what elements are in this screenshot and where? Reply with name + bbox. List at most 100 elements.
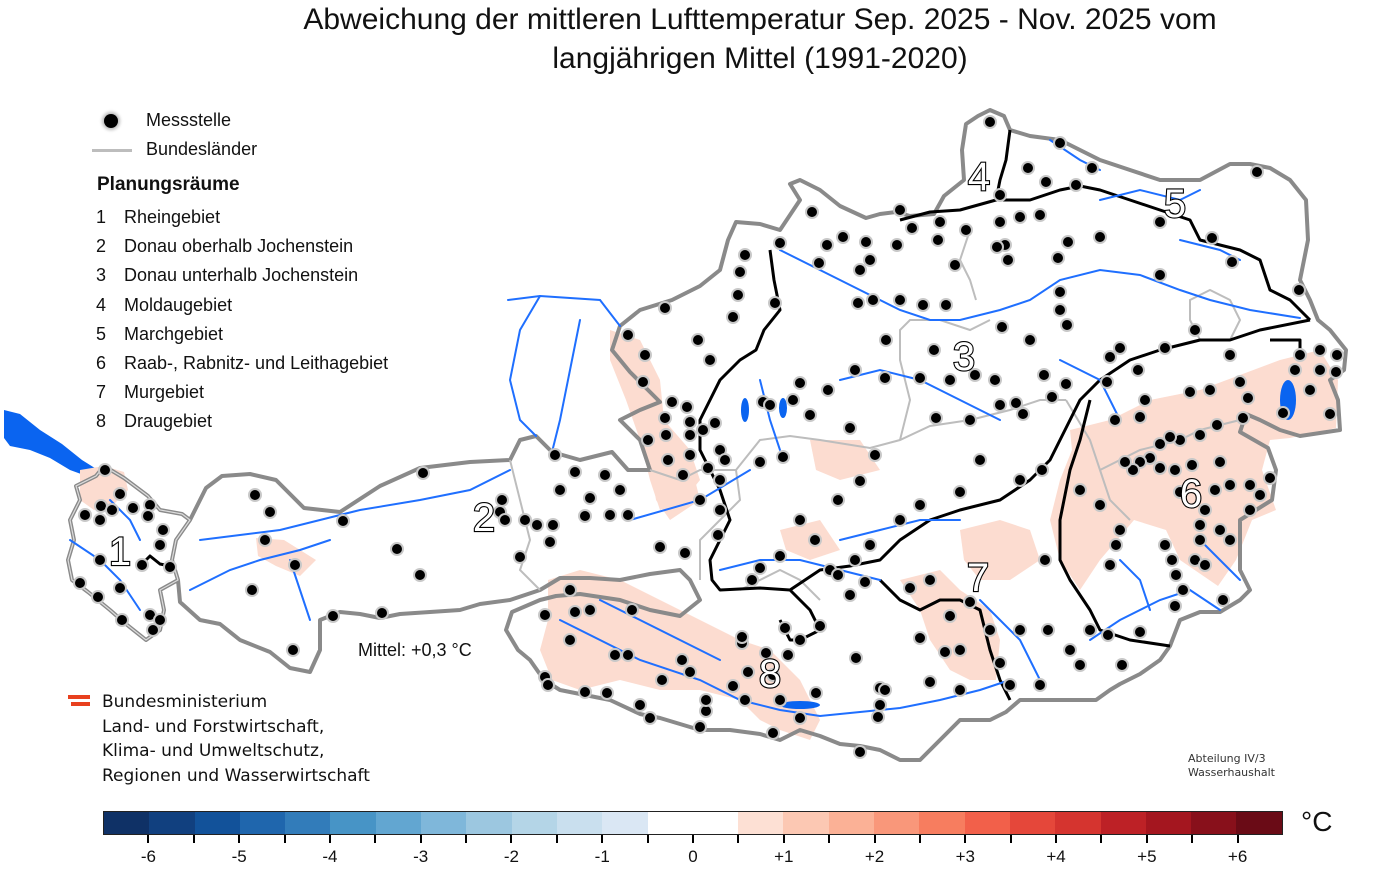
- mean-annotation: Mittel: +0,3 °C: [358, 640, 472, 660]
- colorbar-tick-label: +4: [1046, 847, 1066, 866]
- legend-region-item: 8 Draugebiet: [96, 411, 213, 431]
- colorbar-segment: [1055, 812, 1101, 834]
- colorbar-tick: [465, 835, 468, 843]
- colorbar-tick: [873, 835, 876, 843]
- colorbar-tick-label: -2: [503, 847, 520, 866]
- colorbar: [103, 811, 1283, 835]
- colorbar-tick: [147, 835, 150, 843]
- colorbar-tick: [692, 835, 694, 843]
- colorbar-tick-label: -4: [322, 847, 338, 866]
- department-credit: Abteilung IV/3 Wasserhaushalt: [1188, 752, 1275, 779]
- legend-region-item: 3 Donau unterhalb Jochenstein: [96, 265, 359, 285]
- colorbar-tick: [192, 835, 195, 843]
- colorbar-tick: [1055, 835, 1058, 843]
- region-label-1: 1: [109, 530, 131, 574]
- colorbar-segment: [738, 812, 784, 834]
- colorbar-tick-label: -3: [413, 847, 429, 866]
- border-line-icon: [92, 149, 132, 152]
- station-dot-icon: [104, 114, 118, 128]
- colorbar-segment: [919, 812, 965, 834]
- colorbar-tick: [328, 835, 331, 843]
- colorbar-segment: [602, 812, 648, 834]
- colorbar-segment: [1100, 812, 1146, 834]
- colorbar-segment: [1191, 812, 1237, 834]
- colorbar-tick: [918, 835, 921, 843]
- colorbar-tick: [964, 835, 967, 843]
- ministry-line-3: Klima- und Umweltschutz,: [102, 741, 325, 761]
- colorbar-tick: [510, 835, 513, 843]
- colorbar-tick-label: +3: [955, 847, 975, 866]
- colorbar-segment: [647, 812, 739, 834]
- title-line-1: Abweichung der mittleren Lufttemperatur …: [303, 3, 1217, 36]
- colorbar-segment: [466, 812, 512, 834]
- colorbar-tick-label: +2: [864, 847, 885, 866]
- legend-region-item: 1 Rheingebiet: [96, 207, 221, 227]
- legend-region-item: 4 Moldaugebiet: [96, 295, 233, 315]
- colorbar-tick: [737, 835, 740, 843]
- legend-region-item: 5 Marchgebiet: [96, 324, 224, 344]
- legend-region-item: 6 Raab-, Rabnitz- und Leithagebiet: [96, 353, 389, 373]
- colorbar-tick: [1145, 835, 1148, 843]
- colorbar-tick: [1236, 835, 1239, 843]
- colorbar-tick-label: +1: [774, 847, 794, 866]
- colorbar-segment: [194, 812, 240, 834]
- colorbar-segment: [285, 812, 331, 834]
- colorbar-tick-label: +6: [1227, 847, 1248, 866]
- colorbar-tick-label: +5: [1137, 847, 1157, 866]
- legend-station-label: Messstelle: [146, 110, 232, 130]
- colorbar-tick: [555, 835, 558, 843]
- colorbar-tick: [646, 835, 649, 843]
- region-labels: 1 2 3 4 5 6 7 8: [108, 154, 1203, 697]
- legend-border-label: Bundesländer: [146, 139, 258, 159]
- colorbar-tick: [283, 835, 286, 843]
- region-label-2: 2: [473, 496, 495, 540]
- region-label-4: 4: [968, 155, 990, 199]
- map-title: Abweichung der mittleren Lufttemperatur …: [230, 0, 1290, 78]
- colorbar-tick: [238, 835, 241, 843]
- colorbar-tick: [1100, 835, 1103, 843]
- colorbar-segment: [511, 812, 557, 834]
- colorbar-segment: [1145, 812, 1192, 834]
- colorbar-tick-label: -6: [140, 847, 156, 866]
- lake-constance: [4, 410, 98, 478]
- colorbar-tick-label: -5: [231, 847, 247, 866]
- title-line-2: langjährigen Mittel (1991-2020): [552, 42, 968, 75]
- legend-region-item: 2 Donau oberhalb Jochenstein: [96, 236, 354, 256]
- colorbar-tick: [1009, 835, 1012, 843]
- colorbar-tick: [828, 835, 831, 843]
- legend-region-item: 7 Murgebiet: [96, 382, 205, 402]
- colorbar-tick-label: 0: [688, 847, 698, 866]
- colorbar-tick: [419, 835, 422, 843]
- colorbar-tick: [601, 835, 604, 843]
- region-label-3: 3: [953, 335, 975, 379]
- stations: [73, 115, 1344, 759]
- region-label-6: 6: [1180, 472, 1202, 516]
- region-label-8: 8: [759, 652, 781, 696]
- colorbar-segment: [1236, 812, 1282, 834]
- austria-flag-icon: [68, 695, 90, 709]
- colorbar-unit: °C: [1301, 806, 1333, 837]
- colorbar-segment: [874, 812, 920, 834]
- colorbar-segment: [239, 812, 286, 834]
- colorbar-tick: [1191, 835, 1194, 843]
- colorbar-segment: [421, 812, 467, 834]
- colorbar-segment: [783, 812, 829, 834]
- colorbar-segment: [149, 812, 195, 834]
- ministry-line-2: Land- und Forstwirtschaft,: [102, 716, 325, 737]
- region-label-7: 7: [967, 556, 989, 600]
- colorbar-segment: [828, 812, 875, 834]
- colorbar-tick: [374, 835, 377, 843]
- colorbar-tick: [782, 835, 785, 843]
- colorbar-segment: [556, 812, 603, 834]
- colorbar-segment: [964, 812, 1010, 834]
- colorbar-ticks: -6 -5 -4 -3 -2 -1 0 +1 +2 +3 +4 +5 +6: [103, 835, 1283, 866]
- ministry-line-1: Bundesministerium: [102, 692, 268, 712]
- colorbar-segment: [330, 812, 376, 834]
- ministry-line-4: Regionen und Wasserwirtschaft: [102, 765, 370, 786]
- colorbar-segment: [375, 812, 422, 834]
- colorbar-segment: [104, 812, 150, 834]
- colorbar-segment: [1009, 812, 1056, 834]
- legend-regions-heading: Planungsräume: [97, 174, 240, 195]
- colorbar-tick-label: -1: [594, 847, 610, 866]
